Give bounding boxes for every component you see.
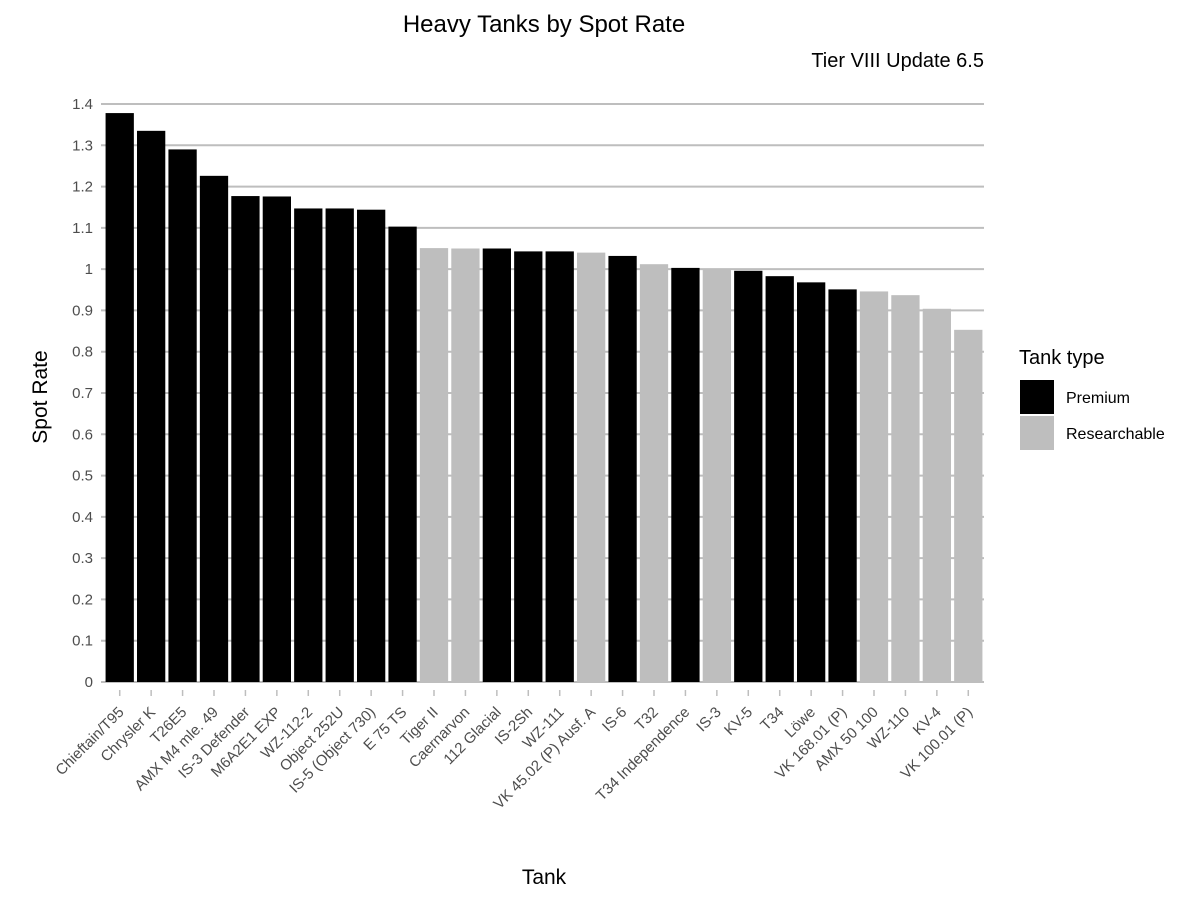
bar	[922, 308, 951, 682]
bar	[702, 269, 731, 682]
y-tick-label: 0.8	[72, 344, 93, 361]
y-tick-label: 1.2	[72, 179, 93, 196]
y-tick-label: 0.7	[72, 385, 93, 402]
bar	[357, 209, 386, 683]
bar	[388, 226, 417, 682]
y-tick-label: 0.2	[72, 591, 93, 608]
bar	[608, 255, 637, 682]
bar	[168, 149, 197, 682]
bar	[231, 196, 260, 682]
bar	[671, 267, 700, 682]
bar	[734, 270, 763, 682]
bar	[482, 248, 511, 682]
legend-title: Tank type	[1019, 347, 1105, 369]
bar	[325, 208, 354, 682]
y-tick-label: 1.1	[72, 220, 93, 237]
bar	[797, 282, 826, 682]
x-tick-label: KV-5	[721, 704, 756, 739]
chart-subtitle: Tier VIII Update 6.5	[811, 50, 984, 72]
bar	[451, 248, 480, 682]
bar	[419, 248, 449, 682]
bar	[954, 329, 983, 682]
bar	[294, 208, 323, 682]
bar	[545, 251, 574, 682]
bar	[199, 175, 229, 682]
chart-title: Heavy Tanks by Spot Rate	[403, 11, 685, 38]
y-tick-label: 0.6	[72, 426, 93, 443]
y-tick-label: 1.3	[72, 137, 93, 154]
legend: Tank type Premium Researchable	[1019, 347, 1165, 450]
bar	[262, 196, 291, 683]
y-tick-label: 0.5	[72, 468, 93, 485]
y-tick-label: 0	[85, 674, 93, 691]
y-tick-label: 1.4	[72, 96, 93, 113]
x-tick-label: IS-3	[693, 704, 724, 735]
bar	[639, 264, 669, 682]
legend-swatch-researchable	[1020, 416, 1054, 450]
bar	[828, 289, 857, 682]
y-tick-label: 1	[85, 261, 93, 278]
bar	[577, 252, 606, 682]
bar	[765, 276, 794, 682]
y-tick-label: 0.4	[72, 509, 93, 526]
bar	[859, 291, 889, 682]
bar	[137, 130, 166, 683]
x-axis-title: Tank	[522, 866, 567, 889]
y-axis-title: Spot Rate	[29, 350, 52, 443]
legend-label-premium: Premium	[1066, 390, 1130, 407]
x-tick-label: IS-6	[599, 704, 630, 735]
y-axis: 0 0.1 0.2 0.3 0.4 0.5 0.6 0.7 0.8 0.9 1 1.1 1.2 1.3 1.…	[72, 96, 93, 691]
bar	[105, 113, 134, 682]
y-tick-label: 0.3	[72, 550, 93, 567]
y-tick-label: 0.9	[72, 302, 93, 319]
bars	[105, 113, 983, 683]
legend-swatch-premium	[1020, 380, 1054, 414]
bar	[891, 295, 920, 682]
y-tick-label: 0.1	[72, 633, 93, 650]
legend-label-researchable: Researchable	[1066, 426, 1165, 443]
bar	[514, 251, 543, 682]
